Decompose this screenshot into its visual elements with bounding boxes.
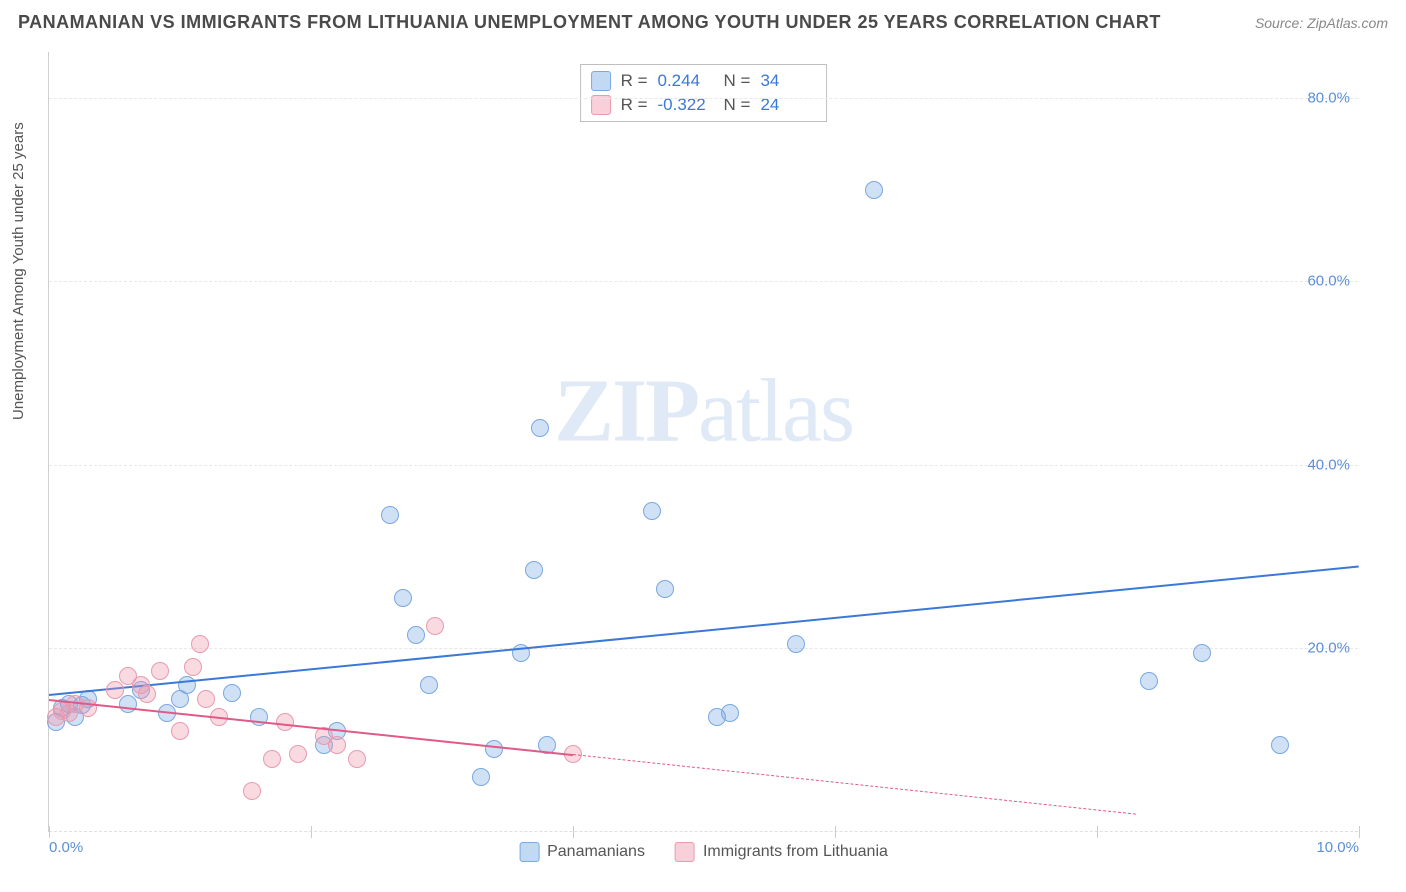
stats-row: R = 0.244 N = 34	[591, 69, 817, 93]
stats-legend: R = 0.244 N = 34R =-0.322N =24	[580, 64, 828, 122]
chart-plot-area: ZIPatlas R =0.244N =34R =-0.322N =24 Pan…	[48, 52, 1358, 832]
gridline	[49, 648, 1358, 649]
series-legend: Panamanians Immigrants from Lithuania	[519, 842, 888, 862]
x-minor-tick	[1359, 826, 1360, 838]
legend-swatch-icon	[591, 71, 611, 91]
y-axis-label: Unemployment Among Youth under 25 years	[10, 122, 27, 420]
data-point	[1140, 672, 1158, 690]
data-point	[525, 561, 543, 579]
data-point	[426, 617, 444, 635]
source-label: Source: ZipAtlas.com	[1255, 15, 1388, 31]
data-point	[348, 750, 366, 768]
data-point	[721, 704, 739, 722]
x-minor-tick	[1097, 826, 1098, 838]
data-point	[381, 506, 399, 524]
data-point	[865, 181, 883, 199]
data-point	[531, 419, 549, 437]
gridline	[49, 98, 1358, 99]
data-point	[485, 740, 503, 758]
data-point	[787, 635, 805, 653]
legend-label: Panamanians	[547, 843, 645, 861]
stat-label: N =	[724, 71, 751, 91]
legend-swatch-icon	[675, 842, 695, 862]
x-minor-tick	[835, 826, 836, 838]
data-point	[138, 685, 156, 703]
data-point	[394, 589, 412, 607]
stat-value: 34	[760, 71, 816, 91]
y-tick-label: 80.0%	[1307, 89, 1350, 106]
watermark: ZIPatlas	[554, 359, 853, 462]
data-point	[243, 782, 261, 800]
stat-label: R =	[621, 71, 648, 91]
legend-swatch-icon	[519, 842, 539, 862]
x-minor-tick	[49, 826, 50, 838]
data-point	[1193, 644, 1211, 662]
data-point	[289, 745, 307, 763]
data-point	[407, 626, 425, 644]
data-point	[472, 768, 490, 786]
y-tick-label: 20.0%	[1307, 640, 1350, 657]
data-point	[171, 722, 189, 740]
data-point	[184, 658, 202, 676]
data-point	[151, 662, 169, 680]
data-point	[263, 750, 281, 768]
data-point	[191, 635, 209, 653]
x-minor-tick	[573, 826, 574, 838]
data-point	[420, 676, 438, 694]
y-tick-label: 40.0%	[1307, 456, 1350, 473]
data-point	[276, 713, 294, 731]
data-point	[656, 580, 674, 598]
trend-line	[49, 566, 1359, 696]
y-tick-label: 60.0%	[1307, 273, 1350, 290]
data-point	[197, 690, 215, 708]
gridline	[49, 281, 1358, 282]
x-tick-label: 10.0%	[1316, 839, 1359, 856]
x-axis	[49, 831, 1358, 832]
data-point	[328, 736, 346, 754]
stat-value: 0.244	[658, 71, 714, 91]
x-tick-label: 0.0%	[49, 839, 83, 856]
data-point	[643, 502, 661, 520]
trend-line-extrapolated	[573, 754, 1136, 815]
trend-line	[49, 699, 573, 756]
legend-item-panamanians: Panamanians	[519, 842, 645, 862]
chart-title: PANAMANIAN VS IMMIGRANTS FROM LITHUANIA …	[18, 12, 1161, 33]
gridline	[49, 465, 1358, 466]
data-point	[223, 684, 241, 702]
legend-label: Immigrants from Lithuania	[703, 843, 888, 861]
legend-item-lithuania: Immigrants from Lithuania	[675, 842, 888, 862]
x-minor-tick	[311, 826, 312, 838]
data-point	[106, 681, 124, 699]
data-point	[1271, 736, 1289, 754]
stats-row: R =-0.322N =24	[591, 93, 817, 117]
